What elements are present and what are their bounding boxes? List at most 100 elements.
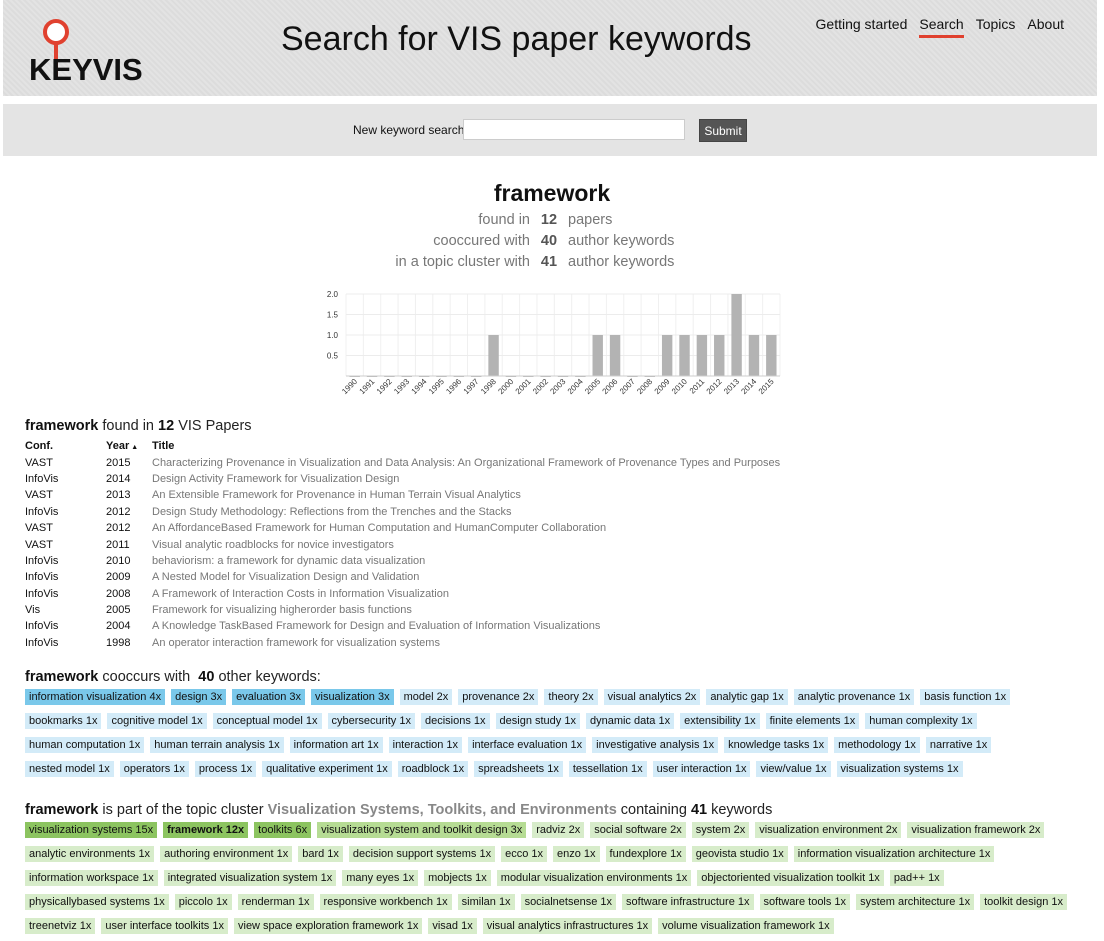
search-input[interactable] xyxy=(463,119,685,140)
keyword-tag[interactable]: toolkit design 1x xyxy=(980,894,1067,910)
keyword-tag[interactable]: social software 2x xyxy=(590,822,686,838)
keyword-tag[interactable]: visual analytics 2x xyxy=(603,689,701,705)
keyword-tag[interactable]: visualization system and toolkit design … xyxy=(317,822,527,838)
keyword-tag[interactable]: interface evaluation 1x xyxy=(468,737,587,753)
keyword-tag[interactable]: finite elements 1x xyxy=(765,713,860,729)
keyword-tag[interactable]: design 3x xyxy=(171,689,227,705)
chart-bar[interactable] xyxy=(766,335,777,376)
keyword-tag[interactable]: many eyes 1x xyxy=(342,870,419,886)
paper-title-link[interactable]: Design Study Methodology: Reflections fr… xyxy=(152,505,512,518)
chart-bar[interactable] xyxy=(592,335,603,376)
keyword-tag[interactable]: design study 1x xyxy=(495,713,580,729)
paper-title-link[interactable]: Visual analytic roadblocks for novice in… xyxy=(152,538,394,551)
chart-bar[interactable] xyxy=(731,294,742,376)
keyword-tag[interactable]: mobjects 1x xyxy=(424,870,491,886)
keyword-tag[interactable]: radviz 2x xyxy=(532,822,585,838)
keyword-tag[interactable]: view space exploration framework 1x xyxy=(234,918,423,934)
keyword-tag[interactable]: enzo 1x xyxy=(553,846,600,862)
keyword-tag[interactable]: decisions 1x xyxy=(420,713,490,729)
keyword-tag[interactable]: analytic environments 1x xyxy=(25,846,155,862)
keyword-tag[interactable]: information art 1x xyxy=(289,737,383,753)
keyword-tag[interactable]: similan 1x xyxy=(457,894,515,910)
paper-title-link[interactable]: An AffordanceBased Framework for Human C… xyxy=(152,522,607,535)
keyword-tag[interactable]: roadblock 1x xyxy=(397,761,469,777)
keyword-tag[interactable]: model 2x xyxy=(399,689,453,705)
chart-bar[interactable] xyxy=(714,335,725,376)
keyword-tag[interactable]: interaction 1x xyxy=(388,737,463,753)
keyword-tag[interactable]: framework 12x xyxy=(163,822,249,838)
keyword-tag[interactable]: visual analytics infrastructures 1x xyxy=(482,918,653,934)
keyword-tag[interactable]: modular visualization environments 1x xyxy=(496,870,692,886)
cluster-link[interactable]: Visualization Systems, Toolkits, and Env… xyxy=(267,802,617,818)
keyword-tag[interactable]: narrative 1x xyxy=(925,737,992,753)
keyword-tag[interactable]: visualization 3x xyxy=(311,689,394,705)
keyword-tag[interactable]: evaluation 3x xyxy=(232,689,305,705)
keyword-tag[interactable]: user interaction 1x xyxy=(652,761,751,777)
keyword-tag[interactable]: geovista studio 1x xyxy=(691,846,788,862)
keyword-tag[interactable]: provenance 2x xyxy=(458,689,539,705)
keyword-tag[interactable]: extensibility 1x xyxy=(680,713,760,729)
keyword-tag[interactable]: socialnetsense 1x xyxy=(520,894,617,910)
keyword-tag[interactable]: visualization systems 1x xyxy=(836,761,963,777)
keyword-tag[interactable]: treenetviz 1x xyxy=(25,918,96,934)
keyword-tag[interactable]: human complexity 1x xyxy=(865,713,977,729)
keyword-tag[interactable]: operators 1x xyxy=(119,761,189,777)
keyword-tag[interactable]: analytic provenance 1x xyxy=(793,689,915,705)
keyword-tag[interactable]: bookmarks 1x xyxy=(25,713,102,729)
paper-title-link[interactable]: An Extensible Framework for Provenance i… xyxy=(152,489,521,502)
keyword-tag[interactable]: cybersecurity 1x xyxy=(327,713,415,729)
col-title[interactable]: Title xyxy=(152,440,175,453)
keyword-tag[interactable]: cognitive model 1x xyxy=(107,713,207,729)
keyword-tag[interactable]: toolkits 6x xyxy=(254,822,312,838)
keyword-tag[interactable]: methodology 1x xyxy=(834,737,920,753)
nav-topics[interactable]: Topics xyxy=(975,16,1016,32)
paper-title-link[interactable]: Characterizing Provenance in Visualizati… xyxy=(152,456,781,469)
keyword-tag[interactable]: analytic gap 1x xyxy=(706,689,788,705)
keyword-tag[interactable]: information visualization architecture 1… xyxy=(793,846,995,862)
paper-title-link[interactable]: A Knowledge TaskBased Framework for Desi… xyxy=(152,620,601,633)
keyword-tag[interactable]: qualitative experiment 1x xyxy=(262,761,392,777)
keyword-tag[interactable]: system architecture 1x xyxy=(856,894,975,910)
keyword-tag[interactable]: software tools 1x xyxy=(759,894,851,910)
keyword-tag[interactable]: tessellation 1x xyxy=(568,761,647,777)
keyword-tag[interactable]: physicallybased systems 1x xyxy=(25,894,169,910)
col-year[interactable]: Year ▲ xyxy=(106,440,139,453)
paper-title-link[interactable]: Design Activity Framework for Visualizat… xyxy=(152,472,400,485)
keyword-tag[interactable]: investigative analysis 1x xyxy=(592,737,719,753)
keyword-tag[interactable]: system 2x xyxy=(691,822,750,838)
keyword-tag[interactable]: software infrastructure 1x xyxy=(622,894,754,910)
paper-title-link[interactable]: behaviorism: a framework for dynamic dat… xyxy=(152,554,426,567)
paper-title-link[interactable]: An operator interaction framework for vi… xyxy=(152,636,440,649)
keyword-tag[interactable]: visualization systems 15x xyxy=(25,822,158,838)
submit-button[interactable]: Submit xyxy=(699,119,747,142)
keyword-tag[interactable]: integrated visualization system 1x xyxy=(163,870,337,886)
keyword-tag[interactable]: visualization environment 2x xyxy=(755,822,902,838)
keyword-tag[interactable]: process 1x xyxy=(194,761,257,777)
keyword-tag[interactable]: information workspace 1x xyxy=(25,870,158,886)
keyword-tag[interactable]: ecco 1x xyxy=(501,846,547,862)
chart-bar[interactable] xyxy=(609,335,621,376)
keyword-tag[interactable]: dynamic data 1x xyxy=(585,713,675,729)
paper-title-link[interactable]: A Framework of Interaction Costs in Info… xyxy=(152,587,449,600)
keyword-tag[interactable]: conceptual model 1x xyxy=(212,713,322,729)
keyword-tag[interactable]: decision support systems 1x xyxy=(348,846,496,862)
keyword-tag[interactable]: theory 2x xyxy=(544,689,598,705)
paper-title-link[interactable]: Framework for visualizing higherorder ba… xyxy=(152,604,412,617)
chart-bar[interactable] xyxy=(748,335,760,376)
keyword-tag[interactable]: piccolo 1x xyxy=(174,894,232,910)
keyword-tag[interactable]: human computation 1x xyxy=(25,737,145,753)
keyword-tag[interactable]: fundexplore 1x xyxy=(605,846,686,862)
keyword-tag[interactable]: objectoriented visualization toolkit 1x xyxy=(697,870,884,886)
paper-title-link[interactable]: A Nested Model for Visualization Design … xyxy=(152,571,420,584)
col-conf[interactable]: Conf. xyxy=(25,440,54,453)
keyword-tag[interactable]: renderman 1x xyxy=(237,894,314,910)
keyword-tag[interactable]: user interface toolkits 1x xyxy=(101,918,228,934)
keyvis-logo[interactable]: KEYVIS xyxy=(28,14,148,84)
keyword-tag[interactable]: bard 1x xyxy=(298,846,343,862)
keyword-tag[interactable]: spreadsheets 1x xyxy=(474,761,563,777)
keyword-tag[interactable]: authoring environment 1x xyxy=(160,846,293,862)
keyword-tag[interactable]: human terrain analysis 1x xyxy=(150,737,284,753)
keyword-tag[interactable]: basis function 1x xyxy=(920,689,1011,705)
keyword-tag[interactable]: pad++ 1x xyxy=(889,870,944,886)
keyword-tag[interactable]: nested model 1x xyxy=(25,761,114,777)
